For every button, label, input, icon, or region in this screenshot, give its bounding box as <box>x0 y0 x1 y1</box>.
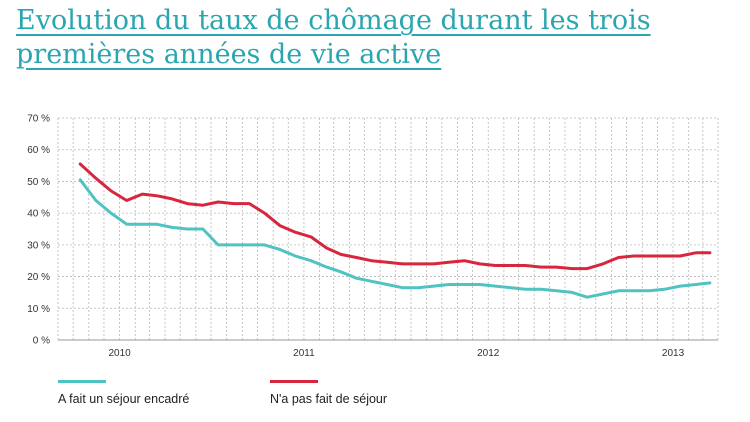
chart-title-line-1: Evolution du taux de chômage durant les … <box>16 5 651 36</box>
y-tick-label: 30 % <box>27 240 50 251</box>
y-tick-label: 50 % <box>27 177 50 188</box>
y-tick-label: 0 % <box>33 336 50 347</box>
y-tick-label: 60 % <box>27 145 50 156</box>
x-tick-label: 2011 <box>293 348 315 359</box>
series-line-sejour-encadre <box>78 178 712 299</box>
legend-swatch-sejour-encadre <box>58 380 106 383</box>
x-tick-label: 2013 <box>662 348 685 359</box>
y-tick-label: 20 % <box>27 272 50 283</box>
chart-title-line-2: premières années de vie active <box>16 39 442 70</box>
legend-label-pas-de-sejour: N'a pas fait de séjour <box>270 392 388 406</box>
y-tick-label: 40 % <box>27 209 50 220</box>
x-tick-label: 2012 <box>477 348 500 359</box>
series-line-pas-de-sejour <box>78 162 712 271</box>
y-tick-label: 10 % <box>27 304 50 315</box>
chart-title: Evolution du taux de chômage durant les … <box>16 4 736 72</box>
line-chart: 0 % 10 % 20 % 30 % 40 % 50 % 60 % 70 % 2010 2011 2… <box>27 114 719 359</box>
y-tick-label: 70 % <box>27 114 50 125</box>
legend-label-sejour-encadre: A fait un séjour encadré <box>58 392 190 406</box>
legend-swatch-pas-de-sejour <box>270 380 318 383</box>
x-tick-label: 2010 <box>108 348 131 359</box>
